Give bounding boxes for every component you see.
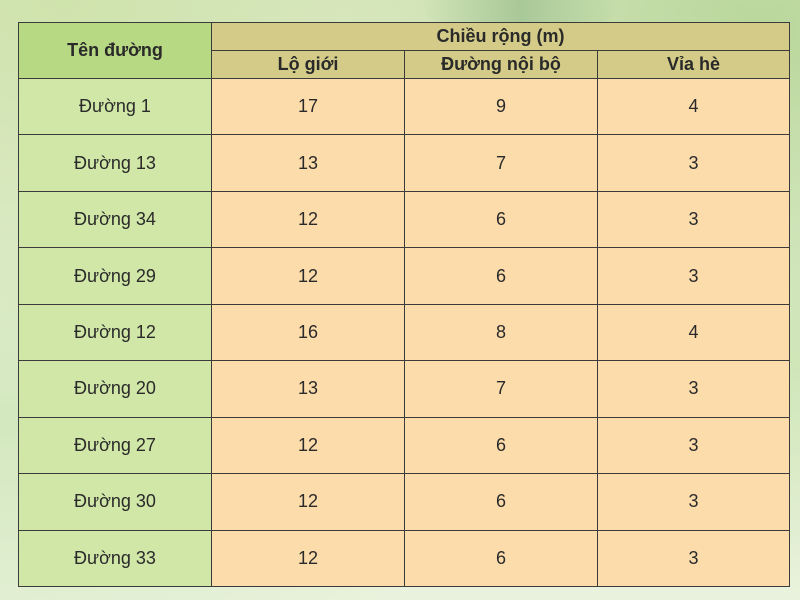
road-boundary-cell: 12 <box>211 247 405 305</box>
column-header-road-name: Tên đường <box>18 22 212 79</box>
header-row-group: Tên đường Chiều rộng (m) <box>18 22 790 79</box>
background-decoration <box>420 0 620 22</box>
road-name-cell: Đường 30 <box>18 473 212 531</box>
internal-road-cell: 8 <box>404 303 598 362</box>
sidewalk-cell: 4 <box>597 303 790 362</box>
internal-road-cell: 6 <box>404 473 598 531</box>
sidewalk-cell: 4 <box>597 77 790 136</box>
road-name-cell: Đường 1 <box>18 77 212 136</box>
internal-road-cell: 6 <box>404 247 598 305</box>
sidewalk-cell: 3 <box>597 416 790 475</box>
column-header-road-boundary: Lộ giới <box>211 50 405 79</box>
road-boundary-cell: 17 <box>211 77 405 136</box>
table-row: Đường 33 12 6 3 <box>18 529 790 587</box>
road-boundary-cell: 12 <box>211 473 405 531</box>
column-group-header-width: Chiều rộng (m) <box>211 22 790 51</box>
road-boundary-cell: 12 <box>211 529 405 587</box>
internal-road-cell: 7 <box>404 360 598 418</box>
road-boundary-cell: 12 <box>211 190 405 249</box>
internal-road-cell: 6 <box>404 190 598 249</box>
road-boundary-cell: 16 <box>211 303 405 362</box>
internal-road-cell: 7 <box>404 134 598 192</box>
table-row: Đường 34 12 6 3 <box>18 190 790 249</box>
internal-road-cell: 9 <box>404 77 598 136</box>
table-row: Đường 12 16 8 4 <box>18 303 790 362</box>
sidewalk-cell: 3 <box>597 190 790 249</box>
sidewalk-cell: 3 <box>597 247 790 305</box>
road-boundary-cell: 13 <box>211 134 405 192</box>
road-name-cell: Đường 13 <box>18 134 212 192</box>
sidewalk-cell: 3 <box>597 360 790 418</box>
road-name-cell: Đường 33 <box>18 529 212 587</box>
road-name-cell: Đường 34 <box>18 190 212 249</box>
road-name-cell: Đường 12 <box>18 303 212 362</box>
internal-road-cell: 6 <box>404 416 598 475</box>
road-boundary-cell: 13 <box>211 360 405 418</box>
sidewalk-cell: 3 <box>597 473 790 531</box>
road-name-cell: Đường 20 <box>18 360 212 418</box>
road-boundary-cell: 12 <box>211 416 405 475</box>
table-row: Đường 13 13 7 3 <box>18 134 790 192</box>
table-row: Đường 1 17 9 4 <box>18 77 790 136</box>
column-header-internal-road: Đường nội bộ <box>404 50 598 79</box>
table-row: Đường 27 12 6 3 <box>18 416 790 475</box>
table-row: Đường 29 12 6 3 <box>18 247 790 305</box>
header-row-sub: Lộ giới Đường nội bộ Vỉa hè <box>19 50 790 79</box>
table-row: Đường 20 13 7 3 <box>18 360 790 418</box>
table-row: Đường 30 12 6 3 <box>18 473 790 531</box>
column-header-sidewalk: Vỉa hè <box>597 50 790 79</box>
sidewalk-cell: 3 <box>597 529 790 587</box>
road-name-cell: Đường 29 <box>18 247 212 305</box>
road-name-cell: Đường 27 <box>18 416 212 475</box>
road-width-table: Tên đường Chiều rộng (m) Lộ giới Đường n… <box>18 22 790 587</box>
internal-road-cell: 6 <box>404 529 598 587</box>
sidewalk-cell: 3 <box>597 134 790 192</box>
